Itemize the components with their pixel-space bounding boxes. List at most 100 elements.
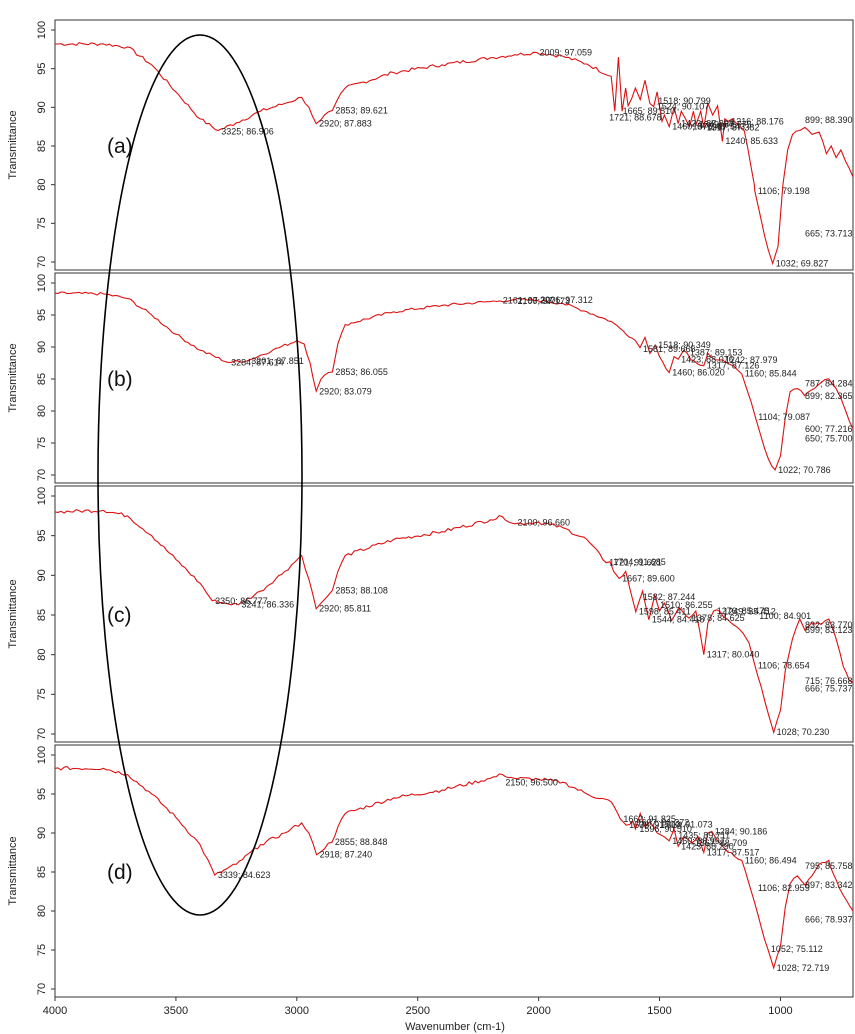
- peak-annotation: 1106; 79.198: [758, 186, 810, 196]
- spectrum-panel-4: 70 75 80 85 90 95 100 Transmittance (d) 3339; 84.…: [7, 744, 854, 998]
- peak-annotation: 1423; 88.290: [681, 841, 734, 851]
- peak-annotation: 1032; 69.827: [776, 258, 829, 268]
- peak-annotation: 650; 75.700: [805, 434, 853, 444]
- peak-annotation: 2853; 86.055: [335, 367, 388, 377]
- peak-annotation: 1367; 88.709: [695, 838, 748, 848]
- peak-annotation: 1518; 90.349: [658, 340, 711, 350]
- spectrum-line: [54, 765, 854, 970]
- peak-annotation: 3241; 86.336: [242, 599, 295, 609]
- peak-annotation: 1581; 89.665: [643, 344, 696, 354]
- peak-annotation: 1460; 86.020: [672, 367, 725, 377]
- x-tick-label: 1000: [768, 1005, 792, 1017]
- peak-annotation: 2920; 87.883: [319, 119, 372, 129]
- highlight-ellipse: [97, 34, 303, 916]
- y-tick-label: 100: [36, 274, 48, 292]
- peak-annotation: 2855; 88.848: [335, 837, 388, 847]
- panel-frame: [54, 485, 854, 743]
- peak-annotation: 2853; 89.621: [335, 105, 388, 115]
- peak-annotation: 1667; 89.600: [622, 574, 675, 584]
- peak-annotation: 1387; 89.153: [690, 347, 743, 357]
- peak-annotation: 2006; 97.312: [540, 295, 593, 305]
- peak-annotation: 1160; 85.844: [745, 369, 797, 379]
- peak-annotation: 2918; 87.240: [320, 850, 373, 860]
- peak-annotation: 795; 85.758: [805, 861, 853, 871]
- peak-annotation: 832; 83.770: [805, 620, 853, 630]
- y-tick-label: 80: [36, 649, 48, 661]
- peak-annotation: 1607; 91.372: [637, 817, 690, 827]
- y-axis-label: Transmittance: [7, 343, 19, 412]
- spectrum-panel-2: 70 75 80 85 90 95 100 Transmittance (b) 3284; 87.…: [7, 272, 854, 484]
- peak-annotation: 1104; 79.087: [758, 412, 810, 422]
- peak-annotation: 1721; 88.678: [609, 113, 662, 123]
- peak-annotation: 1721; 91.621: [609, 557, 662, 567]
- peak-annotation: 1240; 85.633: [725, 136, 778, 146]
- peak-annotation: 899; 82.365: [805, 391, 853, 401]
- y-tick-label: 75: [36, 437, 48, 449]
- y-tick-label: 90: [36, 569, 48, 581]
- y-tick-label: 70: [36, 256, 48, 268]
- x-axis-label: Wavenumber (cm-1): [405, 1021, 505, 1033]
- y-tick-label: 75: [36, 217, 48, 229]
- peak-annotation: 2853; 88.108: [335, 585, 388, 595]
- panel-frame: [54, 272, 854, 484]
- peak-annotation: 1106; 82.959: [758, 883, 810, 893]
- peak-annotation: 3201; 87.851: [251, 356, 304, 366]
- panel-frame: [54, 744, 854, 998]
- peak-annotation: 1524; 90.107: [657, 102, 710, 112]
- panel-label: (d): [107, 861, 133, 884]
- peak-annotation: 1460; 88.997: [672, 836, 725, 846]
- y-tick-label: 80: [36, 405, 48, 417]
- spectrum-panel-1: 70 75 80 85 90 95 100 Transmittance (a) 3325; 86.…: [7, 19, 854, 271]
- peak-annotation: 1028; 72.719: [777, 963, 830, 973]
- peak-annotation: 1665; 89.510: [623, 106, 676, 116]
- panel-frame: [54, 19, 854, 271]
- y-tick-label: 100: [36, 21, 48, 39]
- peak-annotation: 1596; 90.510: [639, 824, 692, 834]
- spectrum-line: [54, 508, 854, 735]
- peak-annotation: 1100; 84.901: [759, 611, 811, 621]
- y-tick-label: 100: [36, 487, 48, 505]
- x-tick-label: 4000: [43, 1005, 67, 1017]
- peak-annotation: 2920; 85.811: [319, 604, 371, 614]
- peak-annotation: 665; 73.713: [805, 228, 853, 238]
- peak-annotation: 1160; 86.494: [745, 855, 797, 865]
- spectrum-panel-3: 70 75 80 85 90 95 100 Transmittance (c) 3350; 86.…: [7, 485, 854, 743]
- y-axis-label: Transmittance: [7, 110, 19, 179]
- peak-annotation: 1216; 88.176: [731, 116, 784, 126]
- y-tick-label: 80: [36, 179, 48, 191]
- panel-label: (a): [107, 135, 133, 158]
- y-tick-label: 95: [36, 788, 48, 800]
- peak-annotation: 1022; 70.786: [778, 465, 831, 475]
- peak-annotation: 1435; 89.711: [678, 830, 730, 840]
- peak-annotation: 1598; 85.411: [639, 607, 691, 617]
- peak-annotation: 1317; 80.040: [707, 649, 760, 659]
- peak-annotation: 3325; 86.906: [221, 126, 274, 136]
- y-tick-label: 90: [36, 827, 48, 839]
- y-tick-label: 75: [36, 688, 48, 700]
- peak-annotation: 1317; 87.517: [707, 847, 760, 857]
- peak-annotation: 1317; 87.382: [707, 123, 760, 133]
- peak-annotation: 1284; 90.186: [715, 827, 768, 837]
- y-tick-label: 100: [36, 746, 48, 764]
- y-tick-label: 90: [36, 341, 48, 353]
- peak-annotation: 1349; 87.775: [699, 120, 752, 130]
- panel-label: (c): [107, 604, 132, 627]
- y-tick-label: 70: [36, 469, 48, 481]
- panel-label: (b): [107, 368, 133, 391]
- peak-annotation: 899; 83.123: [805, 625, 853, 635]
- x-tick-label: 2000: [526, 1005, 550, 1017]
- peak-annotation: 666; 75.737: [805, 683, 853, 693]
- peak-annotation: 1544; 84.418: [652, 615, 705, 625]
- y-tick-label: 95: [36, 309, 48, 321]
- peak-annotation: 1582; 87.244: [643, 592, 696, 602]
- y-tick-label: 80: [36, 905, 48, 917]
- peak-annotation: 1028; 70.230: [777, 727, 830, 737]
- x-tick-label: 3500: [164, 1005, 188, 1017]
- spectra-panels: 70 75 80 85 90 95 100 Transmittance (a) 3325; 86.…: [7, 19, 854, 998]
- y-tick-label: 85: [36, 373, 48, 385]
- peak-annotation: 1510; 86.255: [660, 600, 713, 610]
- peak-annotation: 787; 84.284: [805, 379, 853, 389]
- spectrum-line: [54, 291, 854, 471]
- peak-annotation: 1242; 87.979: [725, 355, 778, 365]
